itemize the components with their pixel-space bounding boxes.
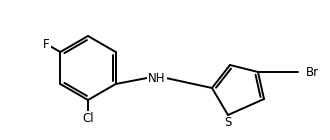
Text: NH: NH bbox=[148, 72, 166, 85]
Text: S: S bbox=[224, 116, 232, 130]
Text: F: F bbox=[43, 38, 50, 51]
Text: Br: Br bbox=[306, 66, 319, 79]
Text: Cl: Cl bbox=[82, 111, 94, 124]
